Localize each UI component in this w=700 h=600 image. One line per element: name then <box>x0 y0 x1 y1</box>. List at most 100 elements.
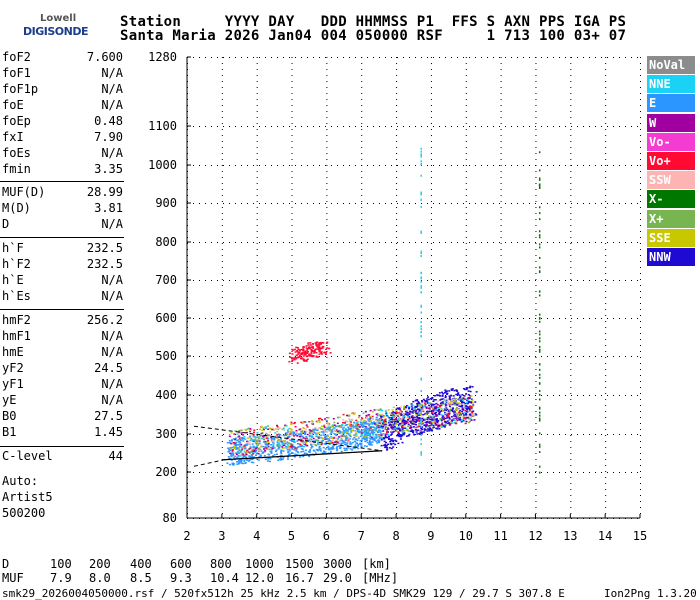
grid-dot <box>500 471 502 472</box>
grid-dot <box>373 165 374 166</box>
data-point <box>295 448 298 451</box>
grid-dot <box>511 356 512 357</box>
data-point <box>307 342 310 344</box>
data-point <box>365 421 368 423</box>
grid-dot <box>205 395 206 396</box>
data-point <box>243 445 246 447</box>
grid-dot <box>221 303 223 304</box>
grid-dot <box>445 356 446 357</box>
grid-dot <box>256 285 258 286</box>
data-point <box>333 424 336 426</box>
data-point <box>237 461 240 463</box>
data-point <box>315 444 318 447</box>
grid-dot <box>605 111 607 112</box>
data-point <box>465 388 468 391</box>
data-point <box>237 432 240 435</box>
data-point <box>435 406 438 409</box>
grid-dot <box>577 242 578 243</box>
grid-dot <box>500 141 502 142</box>
grid-dot <box>396 153 398 154</box>
grid-dot <box>221 159 223 160</box>
data-point <box>461 400 464 403</box>
data-point <box>376 430 379 433</box>
data-point <box>343 447 346 450</box>
grid-dot <box>221 183 223 184</box>
grid-dot <box>571 242 572 243</box>
data-point <box>441 423 444 426</box>
grid-dot <box>221 357 223 358</box>
data-point <box>437 423 440 425</box>
data-point <box>448 424 451 426</box>
grid-dot <box>349 165 350 166</box>
data-point <box>450 400 453 403</box>
grid-dot <box>570 123 572 124</box>
grid-dot <box>396 357 398 358</box>
data-point <box>317 344 320 346</box>
data-point <box>346 442 349 444</box>
data-point <box>355 427 358 430</box>
data-point <box>376 419 379 421</box>
grid-dot <box>640 183 641 184</box>
grid-dot <box>291 507 293 508</box>
data-point <box>393 425 396 428</box>
profile-dashed-line <box>193 425 383 452</box>
grid-dot <box>217 395 218 396</box>
interference-point <box>538 330 541 333</box>
data-point <box>389 434 392 436</box>
grid-dot <box>465 117 467 118</box>
data-point <box>408 407 411 410</box>
data-point <box>413 407 416 410</box>
data-point <box>371 428 374 431</box>
data-point <box>423 402 426 404</box>
data-point <box>314 426 317 429</box>
data-point <box>436 400 439 402</box>
grid-dot <box>427 280 428 281</box>
param-name: B0 <box>2 409 17 423</box>
grid-dot <box>193 395 194 396</box>
data-point <box>347 447 350 449</box>
data-point <box>398 435 401 438</box>
grid-dot <box>640 159 641 160</box>
data-point <box>327 445 330 448</box>
param-value: N/A <box>101 329 123 343</box>
grid-dot <box>256 507 258 508</box>
grid-dot <box>396 219 398 220</box>
data-point <box>461 412 464 415</box>
data-point <box>274 435 277 438</box>
grid-dot <box>217 318 218 319</box>
data-point <box>433 416 436 418</box>
data-point <box>372 434 375 436</box>
data-point <box>295 450 298 452</box>
data-point <box>365 414 368 417</box>
interference-point <box>538 256 541 259</box>
grid-dot <box>326 375 328 376</box>
data-point <box>272 445 275 447</box>
data-point <box>442 393 445 395</box>
grid-dot <box>361 201 363 202</box>
data-point <box>314 443 317 446</box>
grid-dot <box>326 501 328 502</box>
grid-dot <box>640 441 641 442</box>
data-point <box>280 444 283 446</box>
data-point <box>432 400 435 403</box>
data-point <box>317 356 320 358</box>
data-point <box>362 425 365 428</box>
grid-dot <box>361 327 363 328</box>
grid-dot <box>301 472 302 473</box>
data-point <box>256 431 259 434</box>
grid-dot <box>640 231 641 232</box>
data-point <box>410 429 413 431</box>
grid-dot <box>256 423 258 424</box>
grid-dot <box>541 395 542 396</box>
grid-dot <box>253 280 254 281</box>
data-point <box>341 428 344 430</box>
param-name: D <box>2 217 10 231</box>
data-point <box>289 428 292 430</box>
data-point <box>240 459 243 462</box>
grid-dot <box>430 303 432 304</box>
grid-dot <box>451 280 452 281</box>
grid-dot <box>205 280 206 281</box>
grid-dot <box>559 434 560 435</box>
grid-dot <box>570 99 572 100</box>
grid-dot <box>256 393 258 394</box>
